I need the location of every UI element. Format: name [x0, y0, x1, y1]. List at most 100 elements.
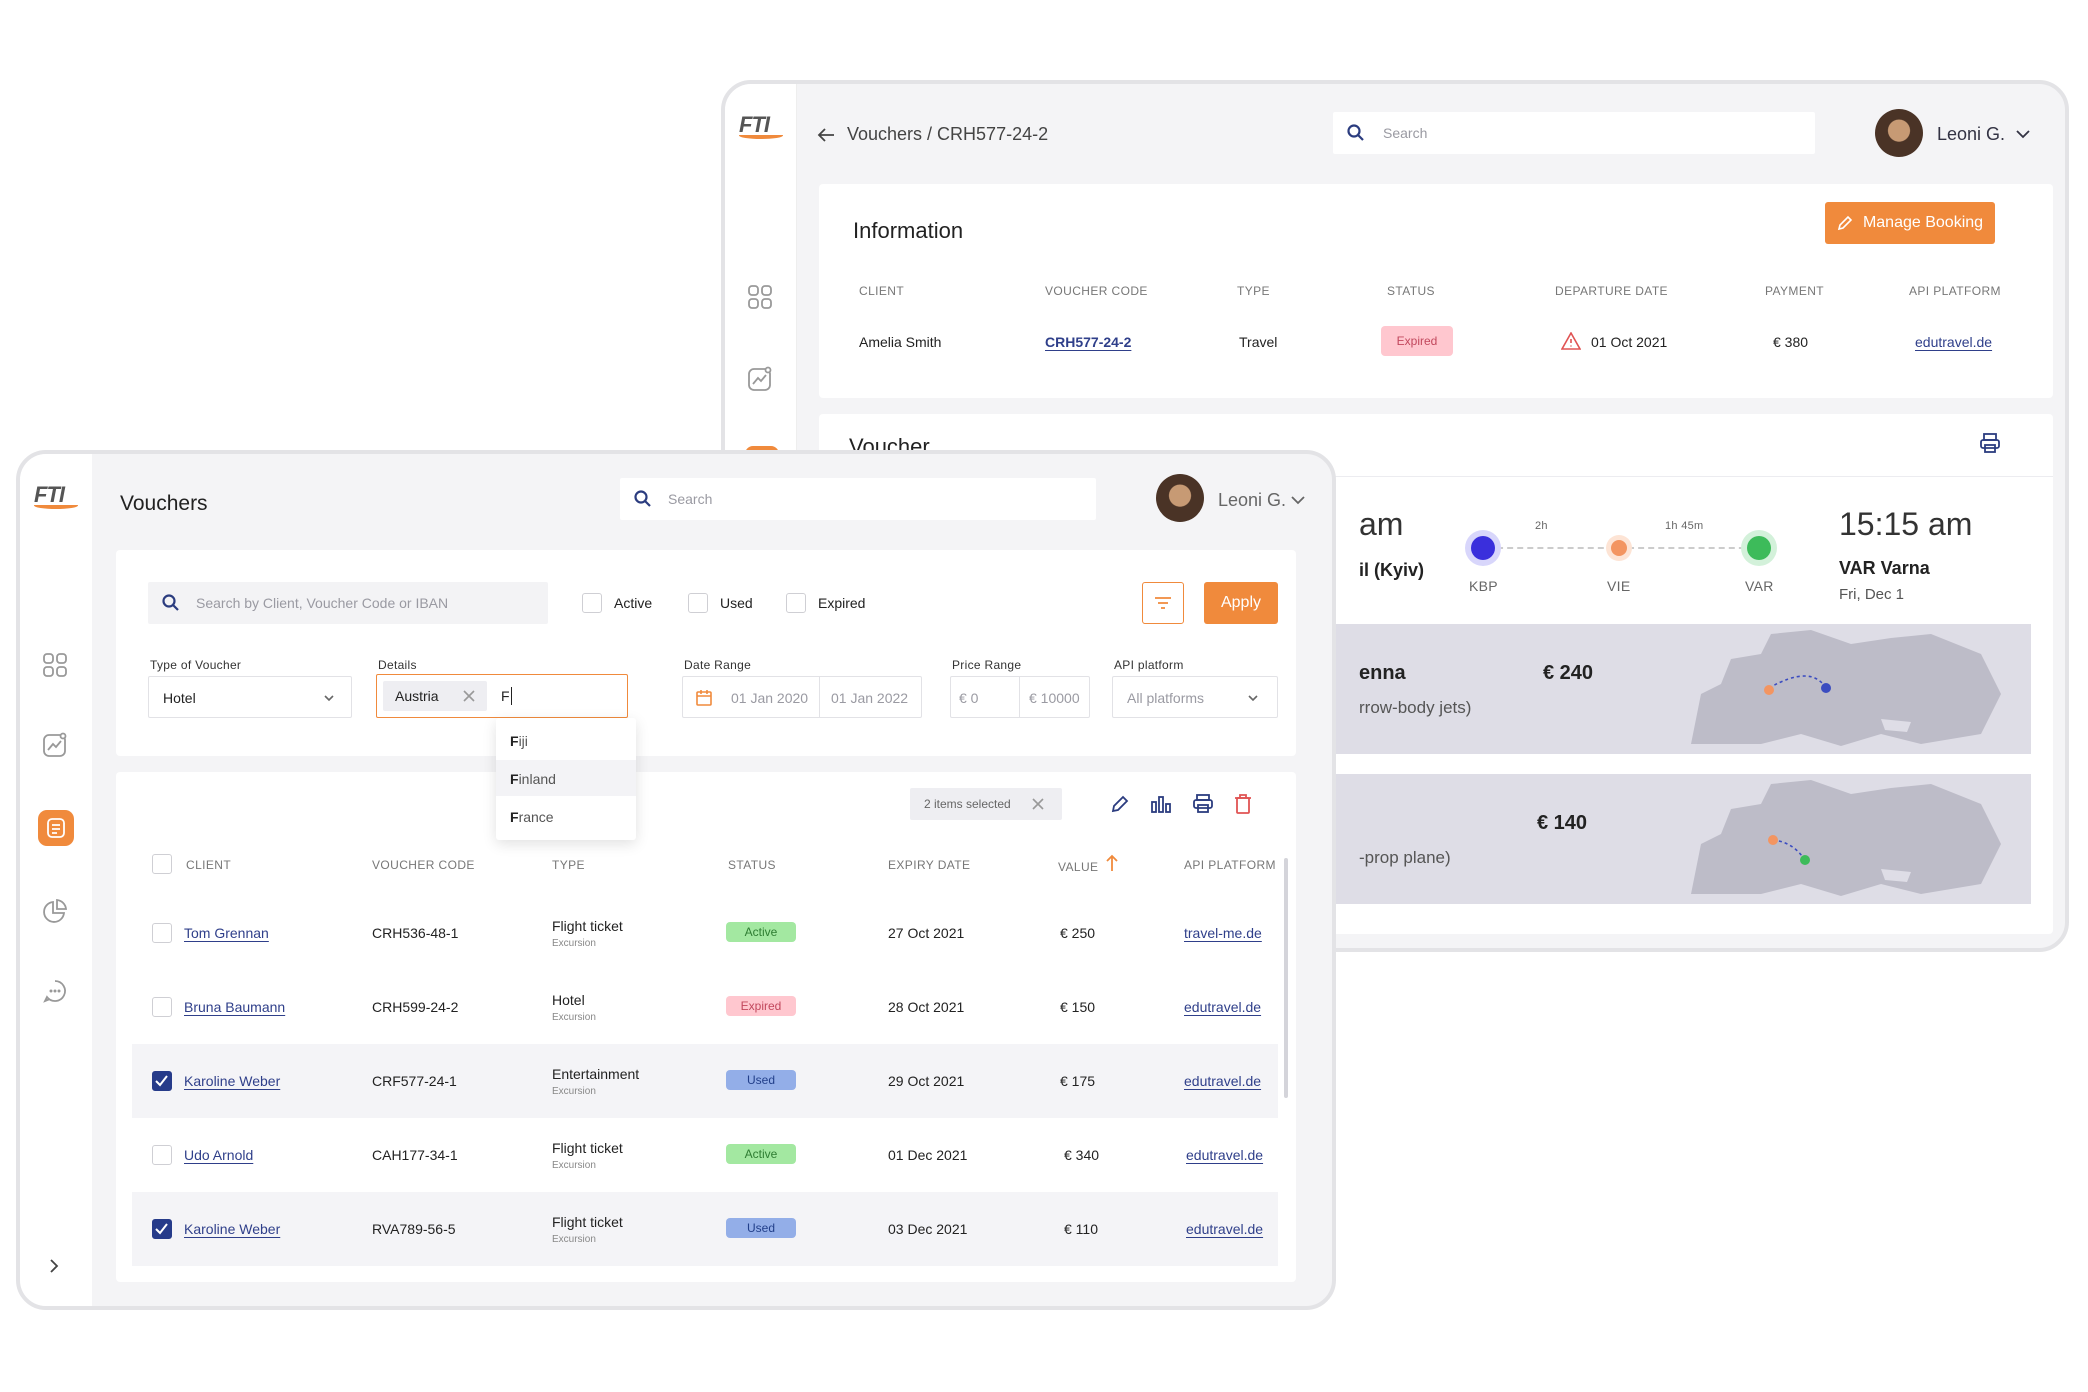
search-icon [162, 594, 179, 611]
avatar[interactable] [1875, 109, 1923, 157]
select-all-checkbox[interactable] [152, 854, 172, 874]
status-badge: Expired [1381, 326, 1453, 356]
table-scrollbar[interactable] [1284, 858, 1288, 1098]
type-sub: Excursion [552, 1234, 596, 1245]
api-platform-link[interactable]: edutravel.de [1186, 1147, 1264, 1163]
close-icon[interactable] [463, 690, 475, 702]
stop-kbp-dot [1471, 536, 1495, 560]
delete-icon[interactable] [1234, 794, 1252, 814]
voucher-search-input[interactable]: Search by Client, Voucher Code or IBAN [148, 582, 548, 624]
arrival-date: Fri, Dec 1 [1839, 586, 1905, 603]
route-map [1691, 780, 2001, 896]
date-range-input[interactable]: 01 Jan 2020 01 Jan 2022 [682, 676, 922, 718]
header-client: CLIENT [859, 284, 905, 298]
search-input[interactable]: Search [1333, 112, 1815, 154]
country-suggestions-dropdown: Fiji Finland France [496, 718, 636, 840]
voucher-code: RVA789-56-5 [372, 1221, 456, 1237]
api-platform-link[interactable]: edutravel.de [1186, 1221, 1264, 1237]
stop-vie-dot [1611, 540, 1627, 556]
value: € 250 [1060, 925, 1096, 941]
client-link[interactable]: Bruna Baumann [184, 999, 286, 1015]
selection-chip: 2 items selected [910, 788, 1062, 820]
voucher-code-link[interactable]: CRH577-24-2 [1045, 334, 1132, 350]
filter-toggle-button[interactable] [1142, 582, 1184, 624]
analytics-icon[interactable] [745, 364, 775, 394]
type-select[interactable]: Hotel [148, 676, 352, 718]
row-checkbox[interactable] [152, 997, 172, 1017]
row-checkbox[interactable] [152, 1071, 172, 1091]
sort-arrow-up-icon[interactable] [1106, 854, 1118, 872]
print-icon[interactable] [1192, 794, 1214, 814]
country-chip[interactable]: Austria [383, 681, 487, 711]
suggestion-item[interactable]: Fiji [510, 733, 528, 749]
table-row[interactable]: Karoline Weber RVA789-56-5 Flight ticket… [132, 1192, 1278, 1266]
chevron-down-icon[interactable] [2015, 126, 2031, 147]
warning-icon [1561, 332, 1581, 350]
used-checkbox[interactable] [688, 593, 708, 613]
suggestion-item[interactable]: France [510, 809, 554, 825]
user-name[interactable]: Leoni G. [1937, 124, 2006, 144]
search-placeholder: Search [1383, 125, 1428, 141]
print-icon[interactable] [1979, 432, 2001, 454]
price-range-input[interactable]: € 0 € 10000 [950, 676, 1090, 718]
analytics-icon[interactable] [40, 730, 70, 760]
table-row[interactable]: Udo Arnold CAH177-34-1 Flight ticket Exc… [132, 1118, 1278, 1192]
header-value[interactable]: VALUE [1058, 860, 1099, 874]
client-link[interactable]: Udo Arnold [184, 1147, 254, 1163]
api-platform-link[interactable]: edutravel.de [1915, 334, 1993, 350]
stop-kbp-code: KBP [1469, 578, 1498, 594]
api-platform-link[interactable]: edutravel.de [1184, 1073, 1262, 1089]
search-input[interactable]: Search [620, 478, 1096, 520]
header-type: TYPE [552, 858, 585, 872]
row-checkbox[interactable] [152, 923, 172, 943]
client-link[interactable]: Karoline Weber [184, 1073, 281, 1089]
client-link[interactable]: Tom Grennan [184, 925, 269, 941]
header-api-platform: API PLATFORM [1184, 858, 1276, 872]
price-range-label: Price Range [952, 658, 1022, 672]
voucher-code: CRH536-48-1 [372, 925, 459, 941]
manage-booking-button[interactable]: Manage Booking [1825, 202, 1995, 244]
type: Hotel [552, 992, 585, 1008]
chart-icon[interactable] [1150, 794, 1172, 814]
active-checkbox[interactable] [582, 593, 602, 613]
vouchers-icon-active[interactable] [38, 810, 74, 846]
departure-date-value: 01 Oct 2021 [1591, 334, 1668, 350]
apply-button[interactable]: Apply [1204, 582, 1278, 624]
checkmark-icon [155, 1075, 168, 1087]
chat-icon[interactable] [40, 976, 70, 1006]
chevron-down-icon [1248, 695, 1258, 702]
type-sub: Excursion [552, 1012, 596, 1023]
details-typed-text: F [501, 688, 510, 704]
status-badge: Used [726, 1218, 796, 1238]
chevron-down-icon[interactable] [1290, 492, 1306, 513]
edit-icon[interactable] [1110, 794, 1130, 814]
page-title: Vouchers [120, 492, 208, 515]
expand-sidebar-icon[interactable] [42, 1254, 66, 1278]
back-arrow-icon[interactable] [815, 124, 837, 151]
date-from: 01 Jan 2020 [731, 690, 809, 706]
details-input[interactable]: Austria F [376, 674, 628, 718]
table-row[interactable]: Bruna Baumann CRH599-24-2 Hotel Excursio… [132, 970, 1278, 1044]
avatar[interactable] [1156, 474, 1204, 522]
active-checkbox-label: Active [614, 595, 653, 611]
voucher-code: CRF577-24-1 [372, 1073, 457, 1089]
table-row[interactable]: Tom Grennan CRH536-48-1 Flight ticket Ex… [132, 896, 1278, 970]
api-platform-select[interactable]: All platforms [1112, 676, 1278, 718]
suggestion-item[interactable]: Finland [496, 760, 636, 796]
client-link[interactable]: Karoline Weber [184, 1221, 281, 1237]
arrival-airport: VAR Varna [1839, 558, 1930, 578]
header-voucher-code: VOUCHER CODE [1045, 284, 1148, 298]
reports-icon[interactable] [40, 896, 70, 926]
row-checkbox[interactable] [152, 1145, 172, 1165]
payment-value: € 380 [1773, 334, 1809, 350]
dashboard-icon[interactable] [40, 650, 70, 680]
api-platform-link[interactable]: travel-me.de [1184, 925, 1262, 941]
api-platform-link[interactable]: edutravel.de [1184, 999, 1262, 1015]
user-name[interactable]: Leoni G. [1218, 490, 1287, 510]
expired-checkbox[interactable] [786, 593, 806, 613]
edit-icon [1837, 215, 1853, 231]
row-checkbox[interactable] [152, 1219, 172, 1239]
dashboard-icon[interactable] [745, 282, 775, 312]
table-row[interactable]: Karoline Weber CRF577-24-1 Entertainment… [132, 1044, 1278, 1118]
close-icon[interactable] [1032, 798, 1044, 810]
